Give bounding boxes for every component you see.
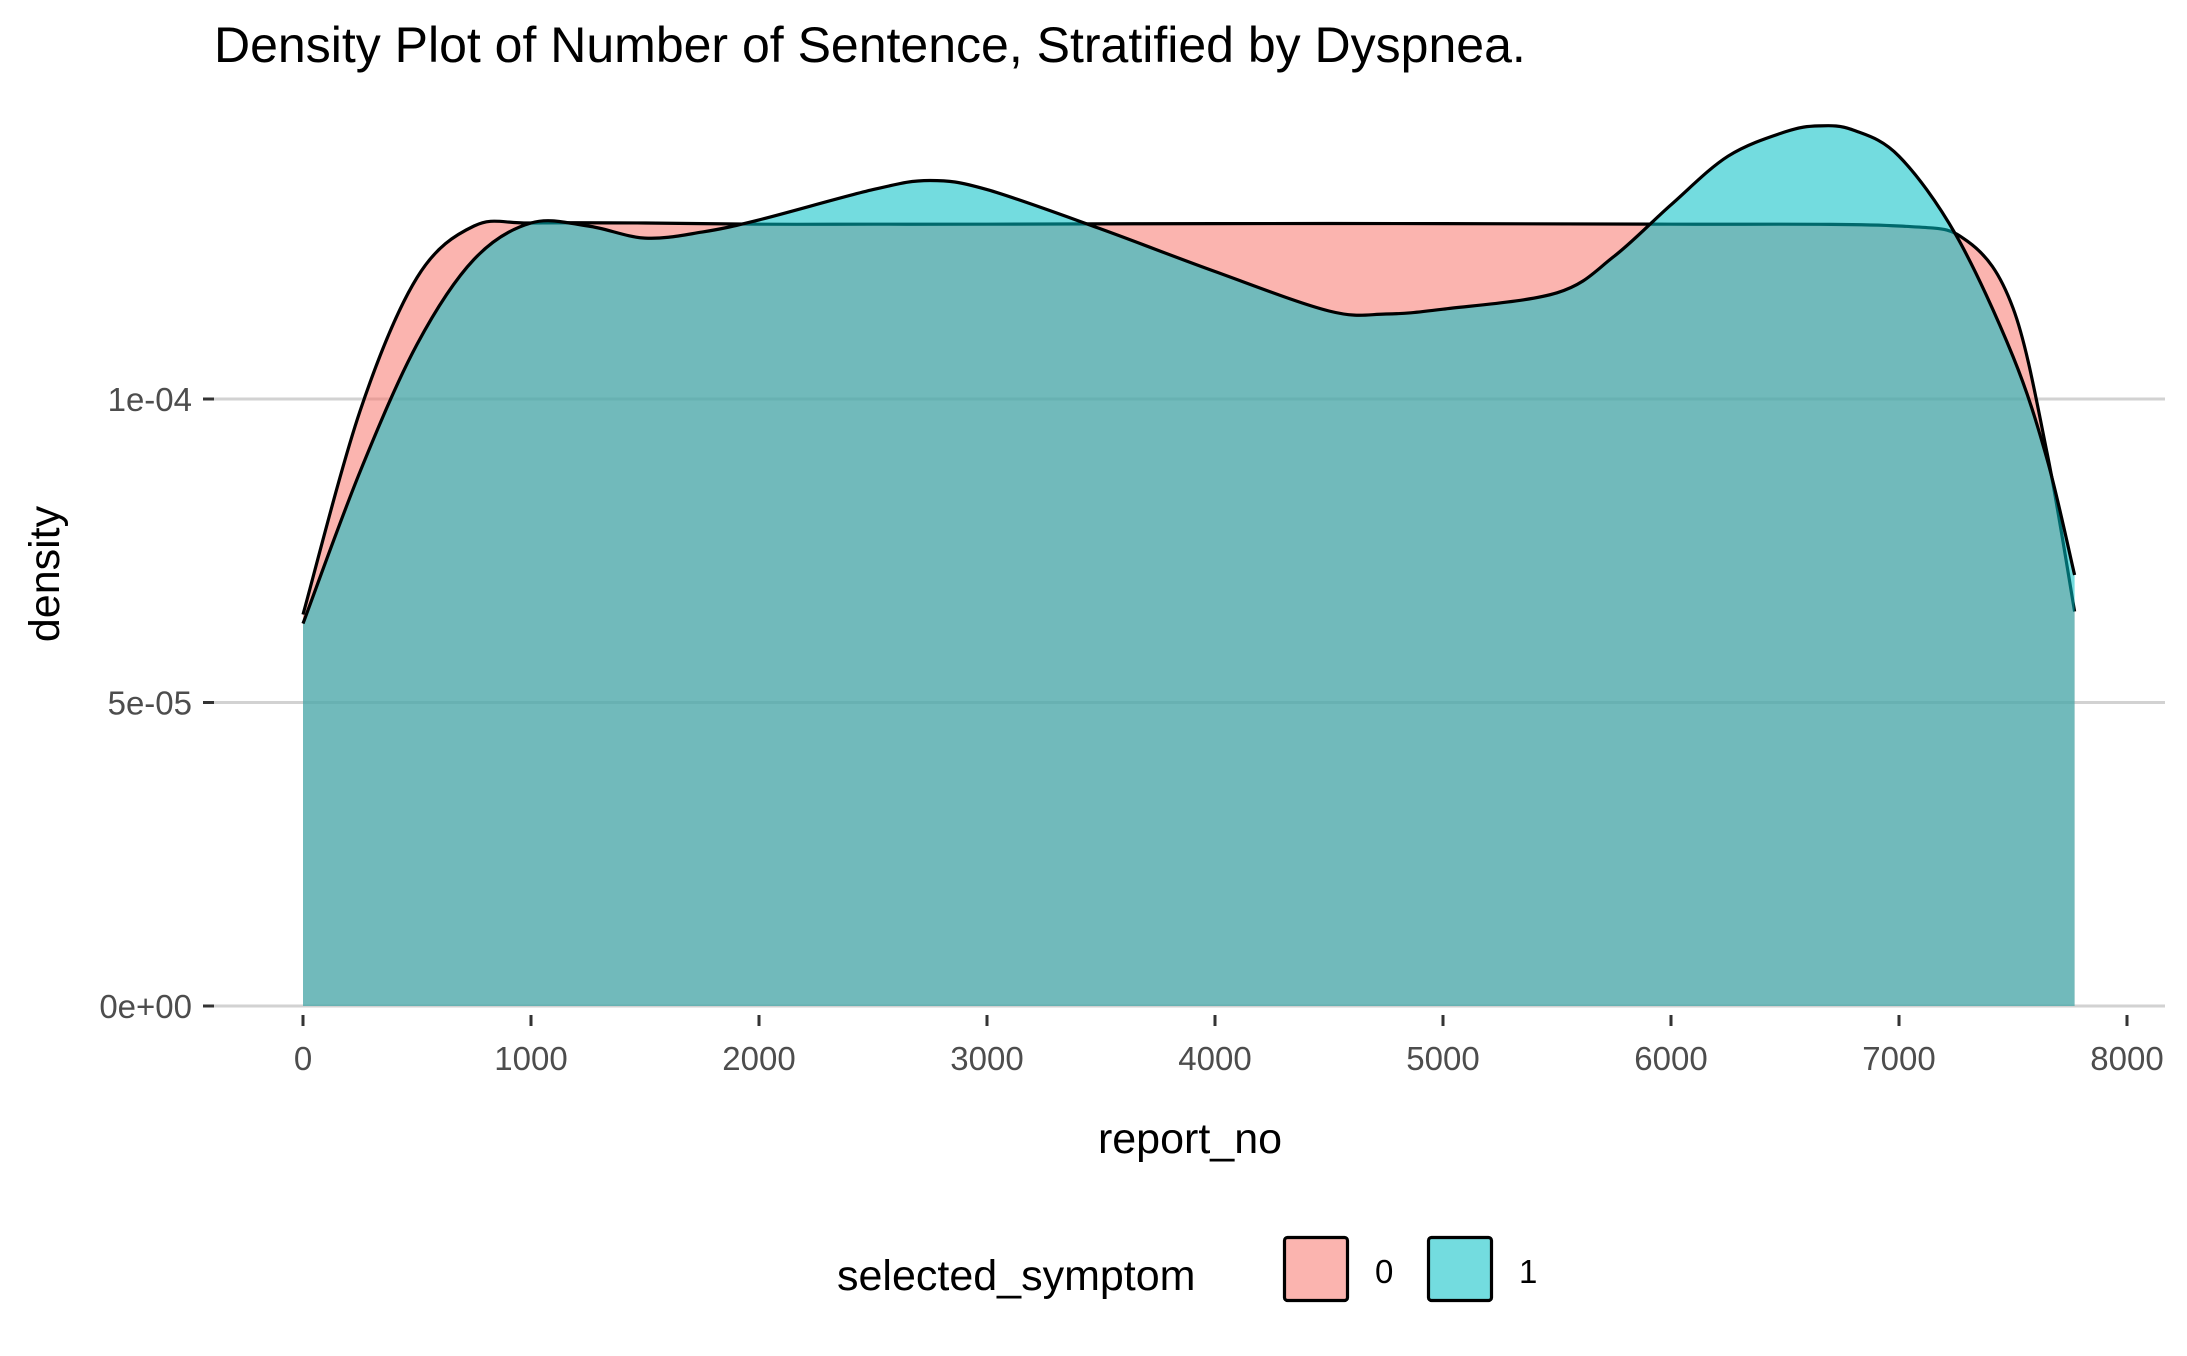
x-tick-label: 4000 <box>1178 1040 1251 1077</box>
x-tick-label: 0 <box>294 1040 312 1077</box>
legend-title: selected_symptom <box>837 1252 1196 1300</box>
x-tick-label: 7000 <box>1862 1040 1935 1077</box>
y-tick-label: 5e-05 <box>108 685 192 722</box>
density-line-series-1 <box>301 124 2077 625</box>
y-tick-label: 1e-04 <box>108 381 192 418</box>
x-axis-title: report_no <box>1098 1115 1282 1163</box>
density-line-series-0 <box>301 219 2077 615</box>
y-axis-title: density <box>21 505 69 642</box>
x-tick-label: 1000 <box>494 1040 567 1077</box>
x-tick-label: 8000 <box>2090 1040 2163 1077</box>
legend-label: 0 <box>1375 1253 1393 1290</box>
legend-label: 1 <box>1519 1253 1537 1290</box>
x-tick-label: 3000 <box>950 1040 1023 1077</box>
axis-layer: 0e+00 5e-05 1e-04 0 1000 2000 3000 4000 5000 6000… <box>99 381 2163 1077</box>
legend-key-swatch <box>1282 1235 1350 1303</box>
legend-key-swatch <box>1426 1235 1494 1303</box>
x-tick-label: 5000 <box>1406 1040 1479 1077</box>
y-tick-label: 0e+00 <box>99 988 192 1025</box>
legend: selected_symptom 0 1 <box>837 1235 1537 1303</box>
density-area-series-1 <box>303 125 2075 1006</box>
x-tick-label: 2000 <box>722 1040 795 1077</box>
x-tick-label: 6000 <box>1634 1040 1707 1077</box>
area-layer <box>301 124 2077 1006</box>
chart-title: Density Plot of Number of Sentence, Stra… <box>214 17 1526 73</box>
